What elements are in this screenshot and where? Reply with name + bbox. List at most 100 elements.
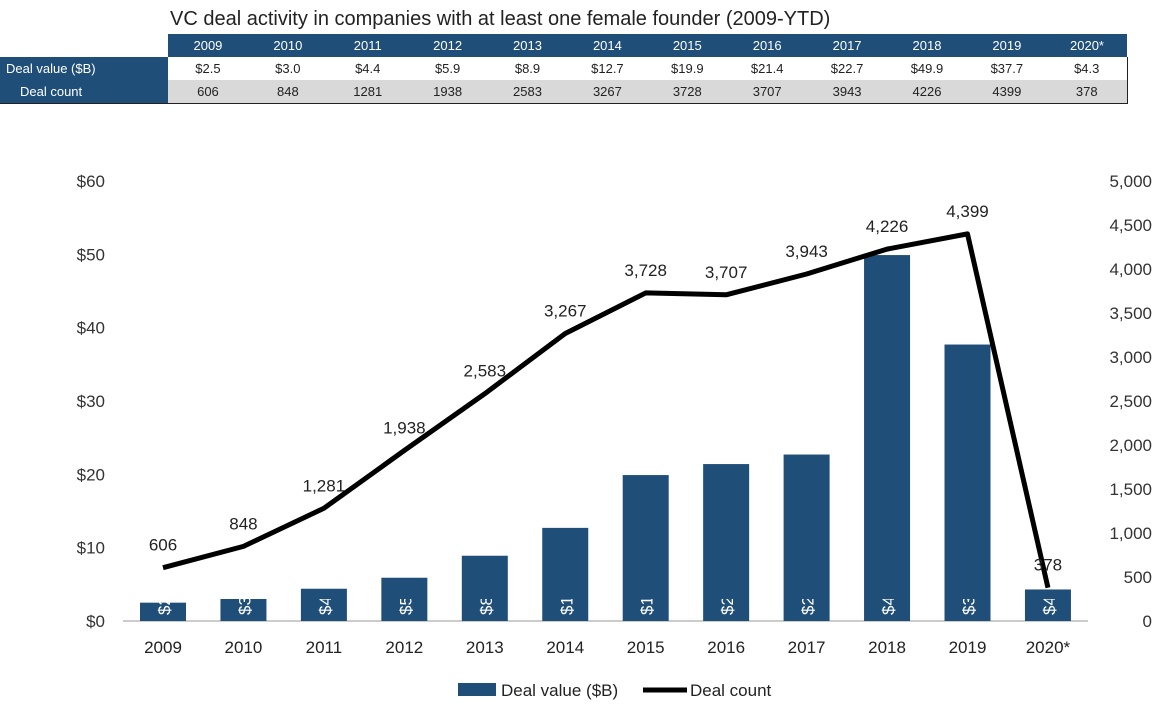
left-axis-tick: $10: [77, 539, 105, 558]
right-axis-tick: 2,500: [1109, 392, 1152, 411]
table-cell-value: $37.7: [966, 57, 1047, 80]
table-cell-count: 4226: [887, 80, 967, 104]
table-header-year: 2011: [327, 34, 408, 57]
table-cell-count: 3707: [727, 80, 808, 104]
table-cell-count: 3728: [647, 80, 728, 104]
bar-data-label: $2.5: [155, 582, 174, 615]
legend-label: Deal value ($B): [501, 681, 618, 700]
right-axis-tick: 1,500: [1109, 480, 1152, 499]
table-cell-count: 378: [1046, 80, 1128, 104]
table-cell-value: $19.9: [647, 57, 728, 80]
x-axis-tick: 2017: [788, 638, 826, 657]
bar-data-label: $4.4: [316, 582, 335, 615]
right-axis-tick: 3,500: [1109, 304, 1152, 323]
row-label: Deal count: [0, 80, 168, 104]
bar: [542, 527, 589, 621]
line-data-label: 3,707: [705, 263, 748, 282]
bar-data-label: $12.7: [557, 572, 576, 615]
table-header-year: 2019: [966, 34, 1047, 57]
x-axis-tick: 2009: [144, 638, 182, 657]
table-cell-value: $21.4: [727, 57, 808, 80]
line-data-label: 606: [149, 536, 177, 555]
bar: [300, 588, 347, 621]
right-axis-tick: 5,000: [1109, 172, 1152, 191]
line-data-label: 848: [229, 514, 257, 533]
table-header-year: 2010: [247, 34, 328, 57]
table-header-year: 2013: [487, 34, 568, 57]
table-header-year: 2014: [567, 34, 648, 57]
legend-swatch-bar: [458, 683, 496, 696]
table-header-year: 2009: [168, 34, 248, 57]
table-cell-count: 1281: [327, 80, 408, 104]
bar-data-label: $19.9: [638, 572, 657, 615]
right-axis-tick: 500: [1124, 568, 1152, 587]
table-cell-count: 606: [168, 80, 248, 104]
x-axis-tick: 2015: [627, 638, 665, 657]
legend-label: Deal count: [690, 681, 772, 700]
bar: [622, 475, 669, 621]
bar: [783, 454, 830, 621]
right-axis-tick: 3,000: [1109, 348, 1152, 367]
x-axis-tick: 2018: [868, 638, 906, 657]
table-header-year: 2017: [807, 34, 888, 57]
table-cell-count: 4399: [966, 80, 1047, 104]
x-axis-tick: 2019: [949, 638, 987, 657]
bar-data-label: $49.9: [879, 572, 898, 615]
table-cell-value: $4.4: [327, 57, 408, 80]
table-cell-value: $2.5: [168, 57, 248, 80]
table-cell-count: 3267: [567, 80, 648, 104]
left-axis-tick: $60: [77, 172, 105, 191]
table-cell-value: $49.9: [887, 57, 967, 80]
line-data-label: 1,281: [303, 476, 346, 495]
right-axis-tick: 2,000: [1109, 436, 1152, 455]
left-axis-tick: $40: [77, 319, 105, 338]
line-data-label: 3,267: [544, 302, 587, 321]
line-data-label: 3,943: [785, 242, 828, 261]
left-axis-tick: $30: [77, 392, 105, 411]
line-data-label: 4,399: [946, 202, 989, 221]
right-axis-tick: 4,000: [1109, 260, 1152, 279]
x-axis-tick: 2020*: [1026, 638, 1071, 657]
x-axis-tick: 2013: [466, 638, 504, 657]
x-axis-tick: 2014: [546, 638, 584, 657]
chart-title: VC deal activity in companies with at le…: [170, 8, 831, 30]
bar-data-label: $4.3: [1040, 582, 1059, 615]
bar-data-label: $37.7: [960, 572, 979, 615]
right-axis-tick: 0: [1143, 612, 1152, 631]
table-cell-value: $22.7: [807, 57, 888, 80]
bar: [1024, 589, 1071, 621]
table-header-year: 2016: [727, 34, 808, 57]
table-header-year: 2018: [887, 34, 967, 57]
x-axis-tick: 2016: [707, 638, 745, 657]
bar-data-label: $3.0: [235, 582, 254, 615]
table-header-year: 2020*: [1046, 34, 1128, 57]
bar: [864, 255, 911, 622]
deal-count-line: [162, 231, 1051, 589]
table-cell-count: 2583: [487, 80, 568, 104]
table-cell-value: $4.3: [1046, 57, 1128, 80]
data-table: 2009 2010 2011 2012 2013 2014 2015 2016 2017 2018…: [0, 34, 1128, 104]
bar: [140, 602, 186, 621]
table-cell-count: 1938: [407, 80, 488, 104]
bar: [220, 599, 267, 621]
table-cell-value: $5.9: [407, 57, 488, 80]
right-axis-tick: 4,500: [1109, 216, 1152, 235]
x-axis-tick: 2011: [306, 638, 343, 657]
table-cell-count: 3943: [807, 80, 888, 104]
table-header-year: 2012: [407, 34, 488, 57]
x-axis-tick: 2012: [385, 638, 423, 657]
line-data-label: 378: [1034, 556, 1062, 575]
table-cell-value: $8.9: [487, 57, 568, 80]
bar: [461, 555, 508, 621]
table-row-deal-count: Deal count 606 848 1281 1938 2583 3267 3728 3707…: [0, 80, 1128, 104]
table-cell-value: $12.7: [567, 57, 648, 80]
table-cell-value: $3.0: [247, 57, 328, 80]
bar: [703, 464, 750, 621]
left-axis-tick: $0: [86, 612, 105, 631]
table-header-year: 2015: [647, 34, 728, 57]
table-cell-count: 848: [247, 80, 328, 104]
bar: [944, 344, 991, 621]
left-axis-tick: $20: [77, 465, 105, 484]
